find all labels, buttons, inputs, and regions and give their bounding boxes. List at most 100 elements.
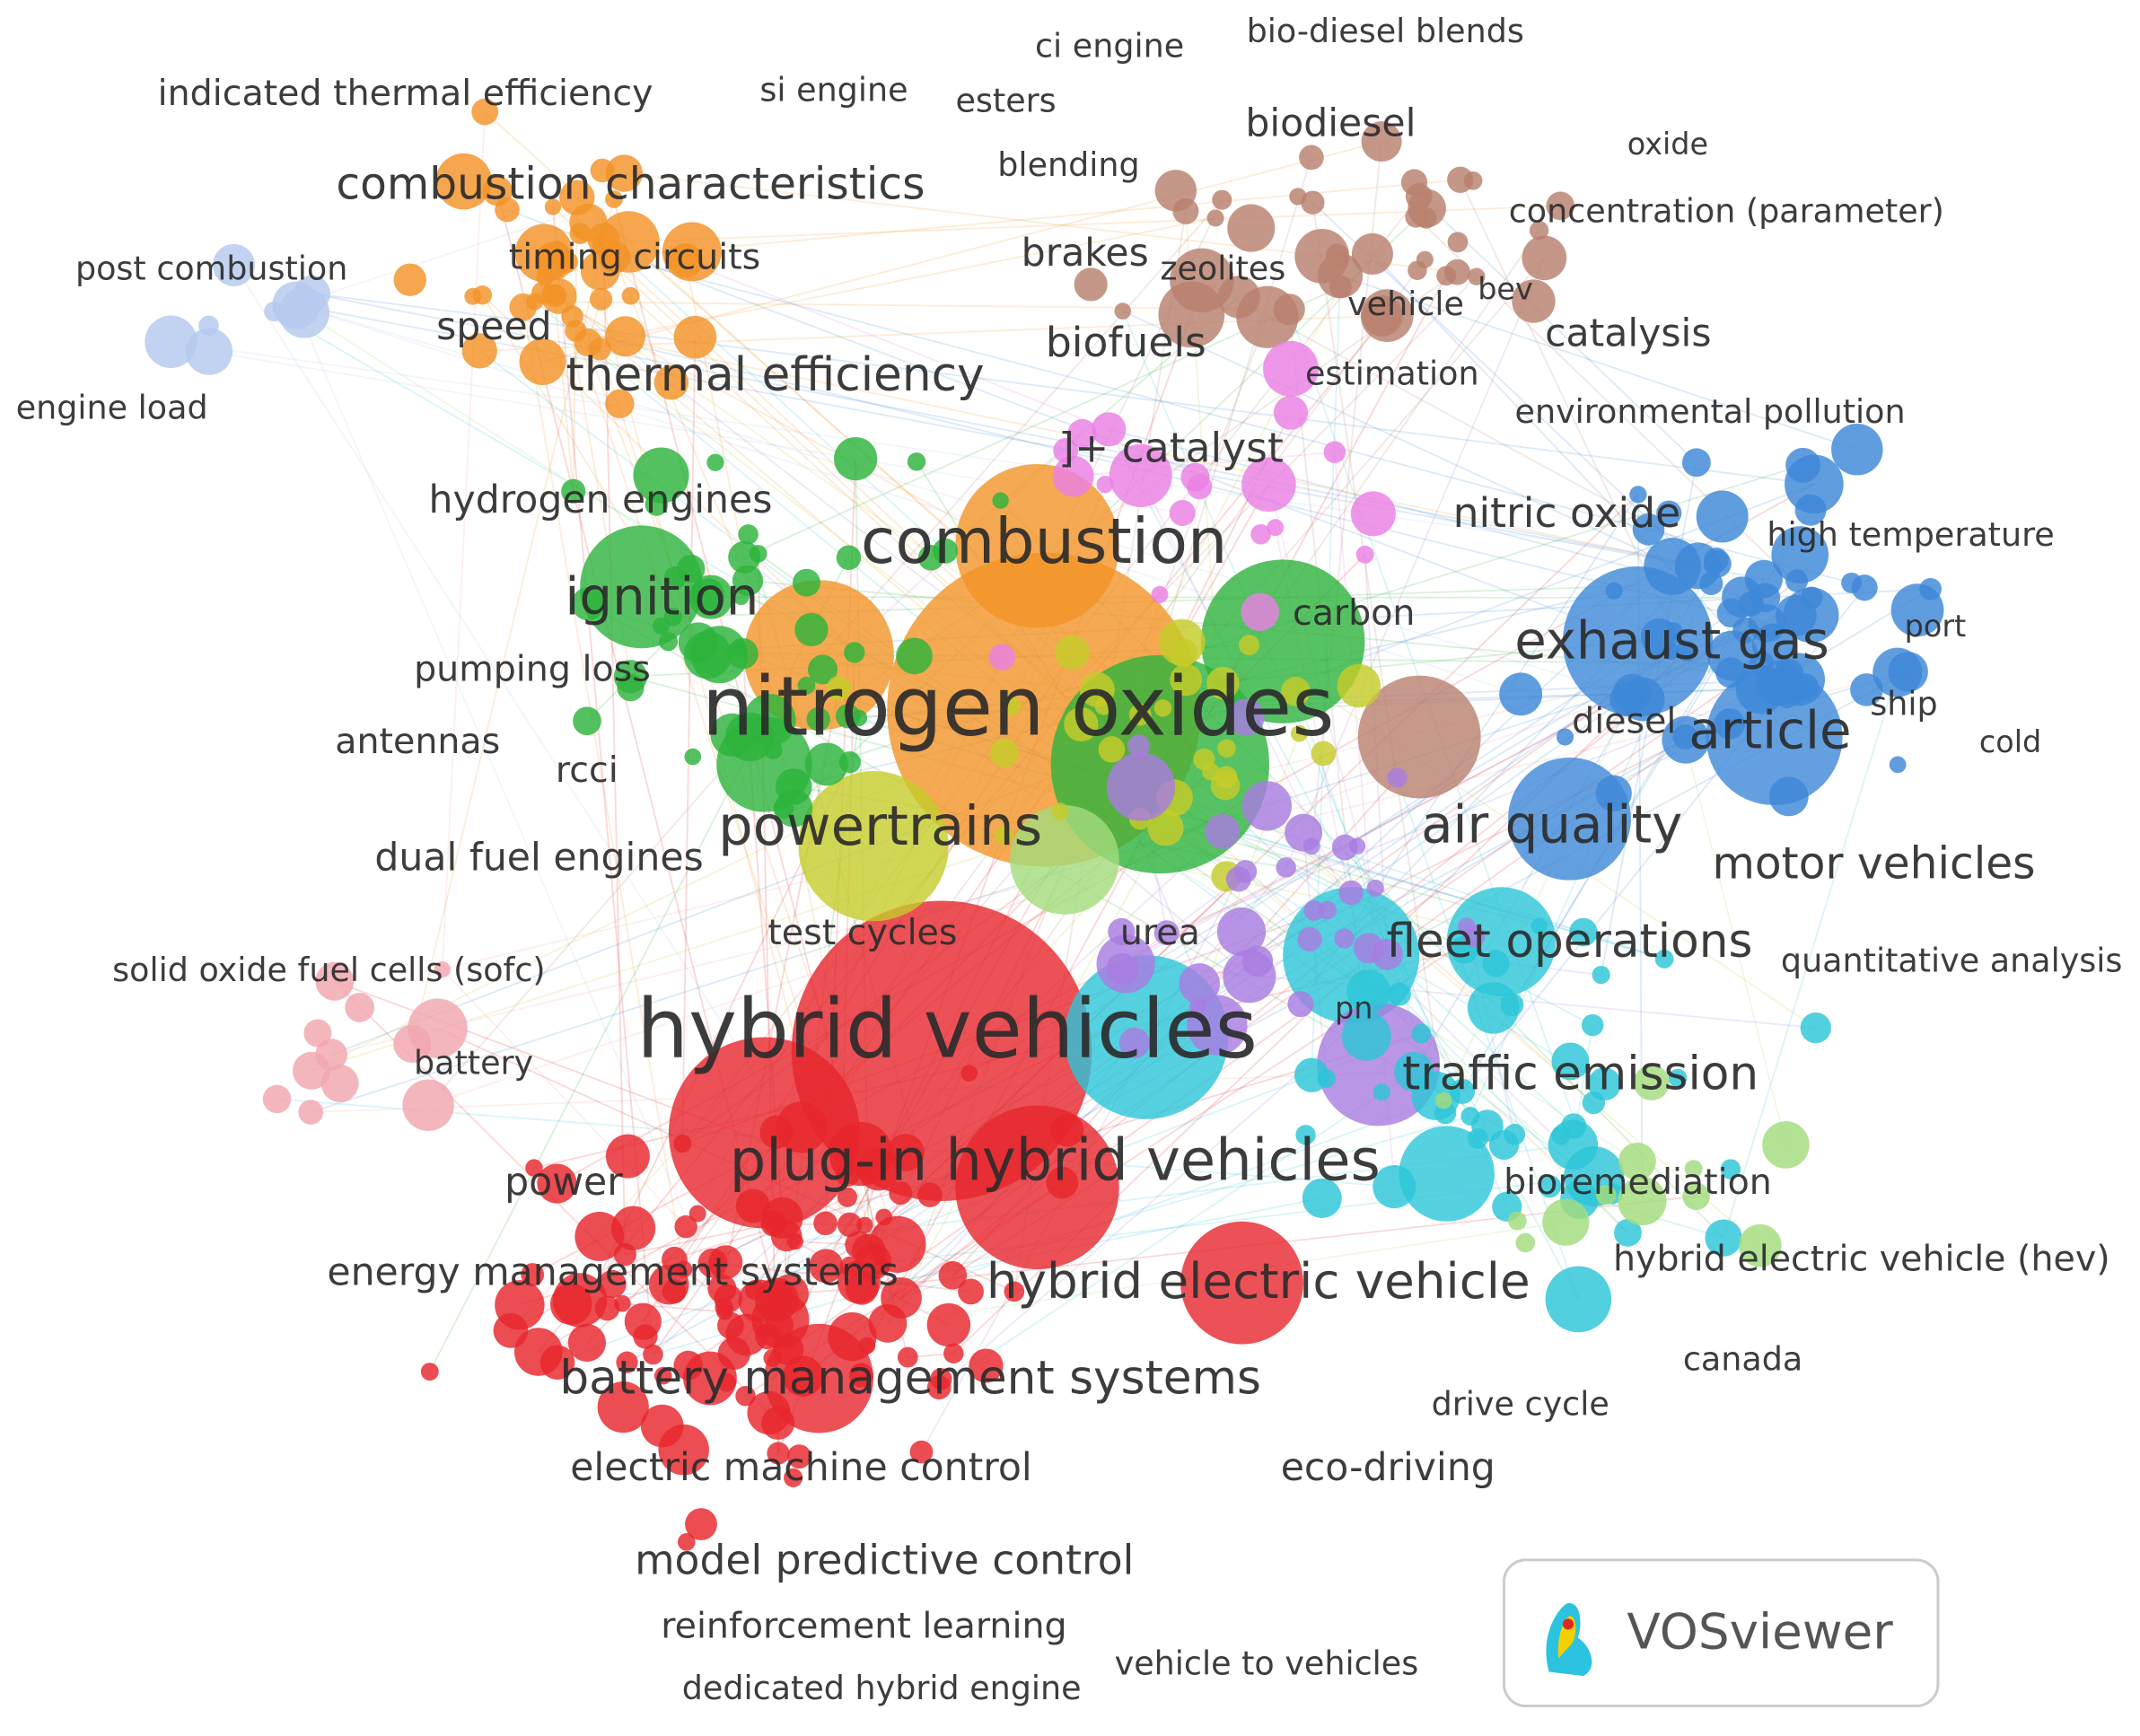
bubble [262,1084,292,1114]
bubble [678,622,718,662]
bubble [1373,1083,1390,1101]
bubble [989,738,1019,767]
bubble [1800,1012,1831,1044]
bubble [1654,949,1674,969]
bubble [1092,412,1127,447]
bubble [1151,585,1169,603]
bubble [806,707,830,732]
bubble [1241,592,1279,631]
node-label: ignition [565,566,759,627]
bubble [1738,1223,1782,1267]
bubble [408,998,468,1058]
edge [1372,253,1780,684]
node-label: ship [1870,685,1937,723]
edge [553,294,574,492]
node-label: powertrains [718,795,1042,858]
bubble [938,1261,968,1290]
bubble [926,1302,971,1347]
node-label: ]+ catalyst [1058,424,1284,471]
bubble [571,587,605,621]
bubble [1872,647,1923,697]
bubble [808,654,838,685]
node-label: nitric oxide [1453,489,1681,537]
bubble [643,1344,663,1365]
node-label: quantitative analysis [1781,941,2123,979]
bubble [1179,963,1220,1004]
bubble [602,241,620,259]
bubble [567,1323,606,1362]
bubble [848,1363,873,1388]
edge [311,293,1814,486]
bubble [708,1245,743,1280]
node-label: urea [1120,912,1200,953]
bubble [1556,728,1574,746]
bubble [1595,775,1632,811]
bubble [145,315,197,368]
bubble [1411,1071,1460,1120]
bubble [1118,1027,1151,1058]
bubble [1405,183,1433,210]
bubble [1768,776,1809,817]
bubble [1748,604,1786,643]
bubble [1581,1013,1604,1037]
bubble [1317,253,1364,299]
edge [681,337,697,1144]
bubble [1323,441,1346,463]
bubble [213,243,256,286]
bubble [707,1274,737,1303]
node-label: pn [1335,991,1373,1026]
bubble [1216,907,1267,957]
bubble [738,524,759,545]
bubble [1055,635,1090,671]
bubble [1447,166,1474,193]
node-label: dual fuel engines [374,835,703,880]
bubble [786,1444,811,1469]
bubble [434,960,451,978]
bubble [614,1294,631,1312]
bubble [907,452,926,471]
edge [900,1091,1463,1299]
bubble [1108,917,1136,946]
bubble [881,1277,922,1319]
bubble [320,1065,359,1102]
node-label: battery management systems [559,1352,1261,1406]
bubble [835,704,861,729]
bubble [1158,281,1225,348]
bubble [767,1442,790,1465]
bubble [770,1220,802,1252]
bubble [1411,1023,1432,1044]
node-label: traffic emission [1402,1048,1758,1101]
bubble [653,1366,672,1385]
bubble [784,1468,803,1487]
bubble [1762,1121,1810,1169]
bubble [1705,1219,1742,1257]
edge [171,340,1718,565]
edge [1459,179,1675,632]
bubble [640,1404,684,1448]
bubble [1785,454,1844,514]
node-label: high temperature [1767,515,2054,554]
bubble [1387,982,1411,1006]
bubble [1010,805,1119,915]
bubble [897,1346,918,1368]
bubble [1051,802,1069,820]
logo-text: VOSviewer [1627,1603,1893,1661]
node-label: electric machine control [570,1445,1032,1490]
bubble [605,316,646,357]
bubble [605,190,623,208]
bubble [605,1134,650,1179]
bubble [1109,443,1172,507]
bubble [856,1216,873,1234]
node-label: blending [997,145,1139,184]
bubble [1592,965,1610,985]
bubble [798,771,949,922]
bubble [1355,545,1374,564]
bubble [1127,734,1151,758]
bubble [1618,1142,1656,1180]
bubble [1682,1182,1710,1211]
bubble [691,578,725,611]
node-label: si engine [759,70,908,109]
bubble [1147,810,1184,846]
bubble [594,1295,620,1321]
